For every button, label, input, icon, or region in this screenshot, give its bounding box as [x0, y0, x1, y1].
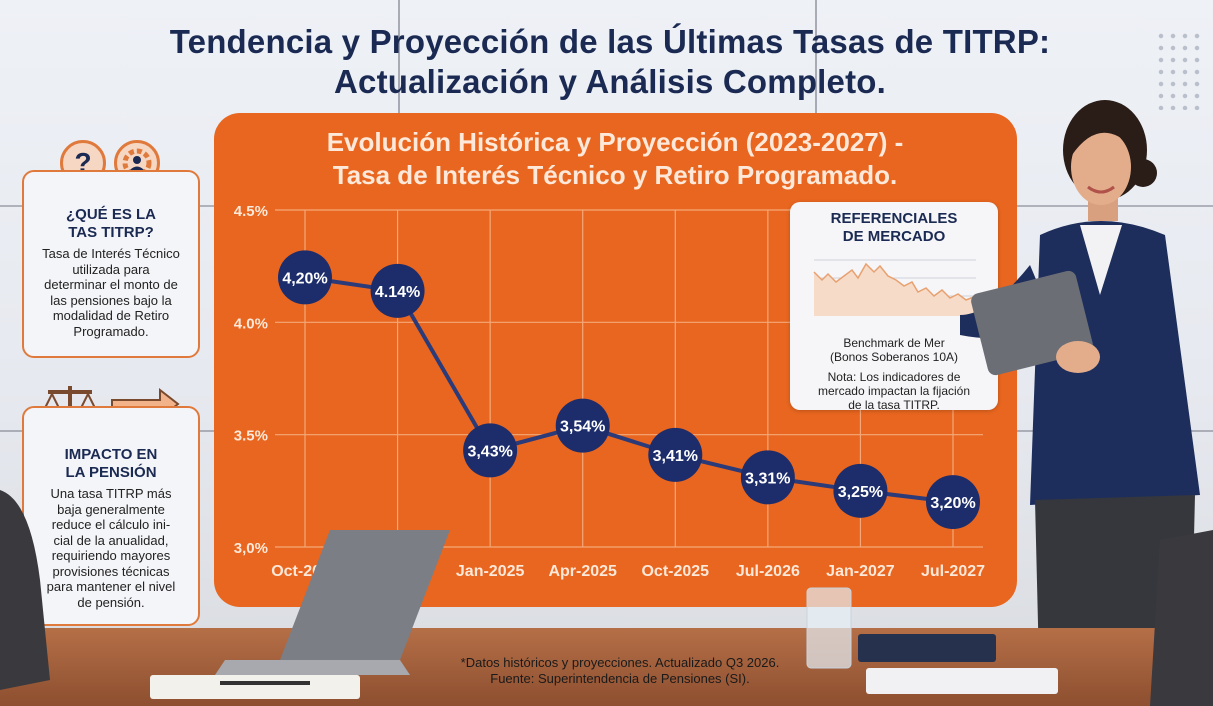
- decorative-dots: [1155, 30, 1205, 110]
- benchmark-line-1: Benchmark de Mer: [843, 336, 945, 350]
- card-heading-line: TAS TITRP?: [68, 224, 154, 241]
- page-title-line-2: Actualización y Análisis Completo.: [333, 63, 887, 100]
- data-label: 4,20%: [282, 270, 327, 287]
- market-note-line: de la tasa TITRP.: [848, 398, 940, 412]
- card-heading-line: LA PENSIÓN: [65, 464, 157, 481]
- chart-title-line-1: Evolución Histórica y Proyección (2023-2…: [326, 127, 904, 157]
- benchmark-line-2: (Bonos Soberanos 10A): [829, 350, 959, 364]
- card-body: Tasa de Interés Técnico utilizada para d…: [30, 246, 192, 339]
- x-tick-label: Jul-2027: [921, 563, 985, 580]
- x-tick-label: Jul-2026: [736, 563, 800, 580]
- data-label: 3,41%: [653, 448, 698, 465]
- footnote-line-2: Fuente: Superintendencia de Pensiones (S…: [490, 671, 750, 686]
- data-point: [648, 427, 703, 482]
- data-point: [555, 398, 610, 453]
- footnote: *Datos históricos y proyecciones. Actual…: [380, 655, 860, 687]
- data-point: [926, 475, 980, 530]
- card-body-line: para mantener el nivel: [46, 579, 176, 594]
- page-title-line-1: Tendencia y Proyección de las Últimas Ta…: [169, 23, 1051, 60]
- market-reference-box: REFERENCIALES DE MERCADO Benchmark de Me…: [790, 202, 998, 412]
- data-label: 3,54%: [560, 419, 605, 436]
- card-body: Una tasa TITRP más baja generalmente red…: [30, 486, 192, 610]
- y-tick-label: 4.0%: [234, 315, 268, 332]
- market-title: REFERENCIALES DE MERCADO: [800, 210, 988, 246]
- footnote-line-1: *Datos históricos y proyecciones. Actual…: [460, 655, 780, 670]
- chart-title: Evolución Histórica y Proyección (2023-2…: [230, 126, 1000, 192]
- card-body-line: determinar el monto de: [44, 277, 178, 292]
- card-body-line: de pensión.: [77, 594, 145, 610]
- data-label: 4.14%: [375, 284, 420, 301]
- y-tick-label: 3,0%: [234, 540, 268, 557]
- market-title-line: DE MERCADO: [842, 228, 946, 245]
- card-body-line: Tasa de Interés Técnico: [42, 246, 180, 261]
- chart-title-line-2: Tasa de Interés Técnico y Retiro Program…: [332, 160, 898, 190]
- x-tick-label: Jan-2025: [456, 563, 525, 580]
- card-body-line: reduce el cálculo ini-: [51, 517, 171, 532]
- card-body-line: provisiones técnicas: [52, 563, 170, 579]
- market-title-line: REFERENCIALES: [830, 210, 958, 227]
- card-heading-line: IMPACTO EN: [64, 446, 158, 463]
- x-tick-label: Apr-2025: [548, 563, 617, 580]
- info-card-what-is: ¿QUÉ ES LA TAS TITRP? Tasa de Interés Té…: [22, 170, 200, 358]
- card-heading-line: ¿QUÉ ES LA: [65, 206, 156, 223]
- y-tick-label: 3.5%: [234, 428, 268, 445]
- y-tick-label: 4.5%: [234, 203, 268, 220]
- page-title: Tendencia y Proyección de las Últimas Ta…: [60, 22, 1160, 102]
- market-note-line: mercado impactan la fijación: [817, 384, 971, 398]
- market-note-line: Nota: Los indicadores de: [827, 370, 961, 384]
- card-body-line: Programado.: [73, 323, 149, 339]
- data-label: 3,20%: [930, 495, 975, 512]
- card-heading: IMPACTO EN LA PENSIÓN: [30, 446, 192, 482]
- card-body-line: utilizada para: [72, 261, 150, 277]
- data-label: 3,25%: [838, 484, 883, 501]
- card-heading: ¿QUÉ ES LA TAS TITRP?: [30, 206, 192, 242]
- x-tick-label: Jan-2027: [826, 563, 895, 580]
- x-tick-label: Oct-2025: [641, 563, 709, 580]
- card-body-line: requiriendo mayores: [51, 548, 171, 563]
- data-point: [463, 423, 518, 478]
- room-props: [0, 490, 1213, 706]
- card-body-line: Una tasa TITRP más: [50, 486, 172, 501]
- info-card-pension-impact: IMPACTO EN LA PENSIÓN Una tasa TITRP más…: [22, 406, 200, 626]
- market-sparkline: [813, 259, 977, 316]
- card-body-line: baja generalmente: [57, 501, 165, 517]
- card-body-line: modalidad de Retiro: [52, 308, 170, 323]
- data-point: [278, 250, 332, 305]
- data-label: 3,43%: [467, 443, 512, 460]
- card-body-line: las pensiones bajo la: [50, 292, 172, 308]
- data-point: [740, 450, 795, 505]
- data-label: 3,31%: [745, 470, 790, 487]
- data-point: [370, 263, 425, 318]
- data-point: [833, 463, 888, 518]
- card-body-line: cial de la anualidad,: [53, 532, 169, 548]
